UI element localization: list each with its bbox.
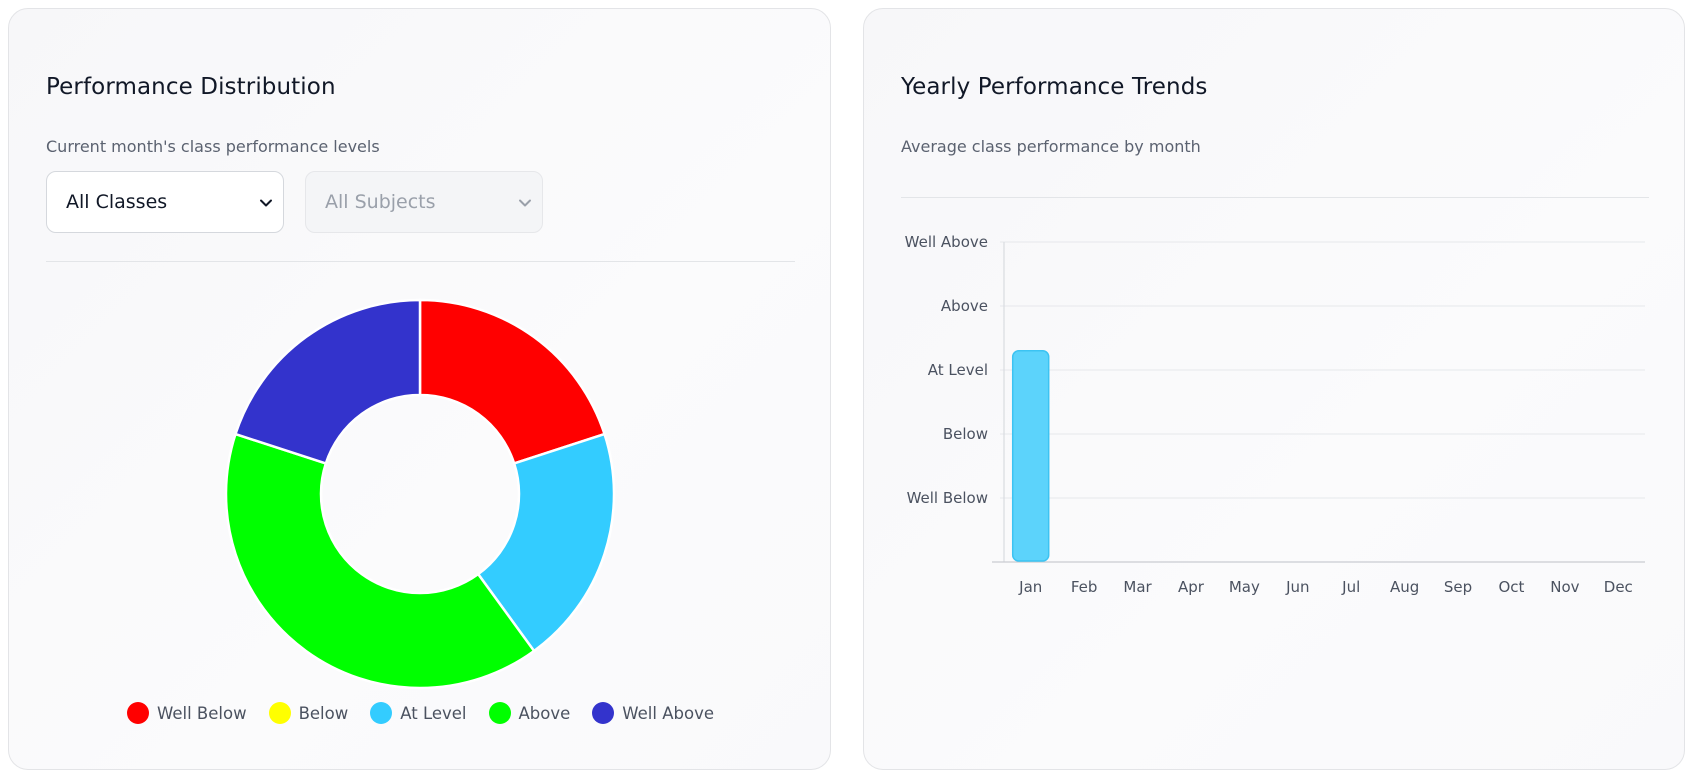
bar-chart: Well Below Below At Level Above Well Above Ja… (905, 233, 1645, 596)
divider (901, 197, 1649, 198)
legend-label: Above (518, 703, 571, 723)
subject-select[interactable]: All Subjects (305, 171, 543, 233)
y-tick-label: Well Below (907, 489, 988, 507)
performance-distribution-card: Performance Distribution Current month's… (8, 8, 831, 770)
x-tick-label: Aug (1390, 578, 1419, 596)
x-tick-label: Jul (1341, 578, 1360, 596)
chevron-down-icon (260, 199, 272, 207)
legend-label: Below (298, 703, 349, 723)
legend-item-well-below[interactable]: Well Below (127, 702, 247, 724)
x-tick-label: Jun (1285, 578, 1309, 596)
legend-label: At Level (400, 703, 467, 723)
y-tick-label: At Level (928, 361, 988, 379)
donut-slice-well-below[interactable] (418, 298, 607, 465)
legend-swatch (488, 702, 511, 724)
x-tick-label: Oct (1498, 578, 1524, 596)
distribution-subtitle: Current month's class performance levels (46, 137, 380, 156)
legend-label: Well Below (157, 703, 247, 723)
x-tick-label: Nov (1550, 578, 1579, 596)
trends-title: Yearly Performance Trends (901, 74, 1208, 100)
x-tick-label: Dec (1604, 578, 1633, 596)
x-tick-label: Feb (1071, 578, 1098, 596)
divider (46, 261, 795, 262)
y-tick-label: Well Above (905, 233, 988, 251)
bar-jan[interactable] (1011, 350, 1050, 562)
legend-swatch (268, 702, 291, 724)
x-tick-label: Apr (1178, 578, 1205, 596)
x-tick-label: Jan (1018, 578, 1042, 596)
legend-item-above[interactable]: Above (488, 702, 571, 724)
legend-swatch (127, 702, 150, 724)
class-select[interactable]: All Classes (46, 171, 284, 233)
donut-legend: Well Below Below At Level Above Well Above (9, 702, 832, 724)
x-tick-label: May (1229, 578, 1260, 596)
y-tick-label: Above (941, 297, 988, 315)
legend-swatch (592, 702, 615, 724)
donut-slice-at-level[interactable] (476, 432, 616, 653)
donut-chart (224, 298, 616, 690)
donut-slice-well-above[interactable] (233, 298, 422, 465)
class-select-value: All Classes (66, 191, 168, 213)
subject-select-value: All Subjects (325, 191, 436, 213)
legend-item-below[interactable]: Below (268, 702, 349, 724)
distribution-title: Performance Distribution (46, 74, 336, 100)
chevron-down-icon (519, 199, 531, 207)
x-tick-label: Sep (1444, 578, 1472, 596)
y-tick-label: Below (943, 425, 988, 443)
legend-label: Well Above (622, 703, 714, 723)
legend-swatch (370, 702, 393, 724)
legend-item-well-above[interactable]: Well Above (592, 702, 714, 724)
yearly-trends-card: Yearly Performance Trends Average class … (863, 8, 1685, 770)
x-tick-label: Mar (1123, 578, 1152, 596)
trends-subtitle: Average class performance by month (901, 137, 1201, 156)
legend-item-at-level[interactable]: At Level (370, 702, 467, 724)
donut-slice-above[interactable] (224, 432, 536, 690)
